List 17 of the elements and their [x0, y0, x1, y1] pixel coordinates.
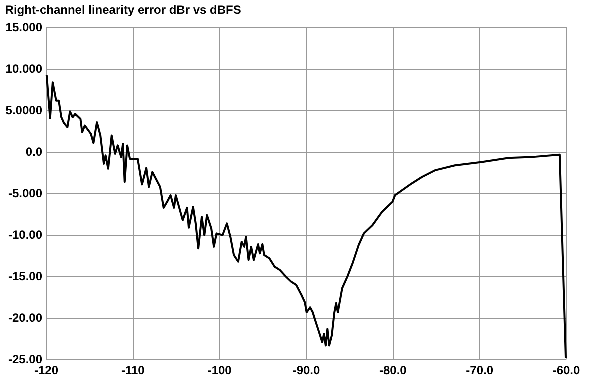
y-tick-label: -10.00 — [8, 228, 43, 242]
y-tick-label: -15.00 — [8, 270, 43, 284]
y-tick-label: 0.0 — [26, 145, 43, 159]
y-tick-label: 10.000 — [6, 62, 43, 76]
y-tick-label: -5.000 — [8, 186, 43, 200]
y-tick-label: -25.00 — [8, 352, 43, 366]
x-tick-label: -80.0 — [379, 364, 408, 378]
x-tick-label: -120 — [34, 364, 59, 378]
x-tick-label: -60.0 — [552, 364, 580, 378]
chart-title: Right-channel linearity error dBr vs dBFS — [5, 3, 242, 17]
x-tick-label: -100 — [208, 364, 232, 378]
x-tick-label: -90.0 — [292, 364, 320, 378]
x-tick-label: -70.0 — [466, 364, 494, 378]
y-tick-label: 15.000 — [6, 20, 43, 34]
x-tick-label: -110 — [121, 364, 146, 378]
y-tick-label: 5.0000 — [6, 104, 43, 118]
y-tick-label: -20.00 — [8, 311, 43, 325]
